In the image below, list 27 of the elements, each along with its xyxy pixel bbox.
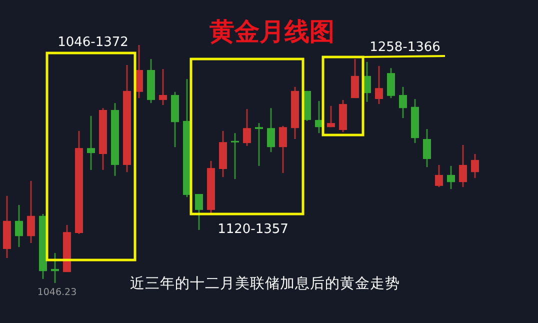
candlestick xyxy=(351,58,359,99)
candlestick xyxy=(231,132,239,180)
candlestick xyxy=(267,107,275,153)
text: 1046.23 xyxy=(37,287,77,298)
candlestick xyxy=(399,86,407,119)
candlestick xyxy=(435,164,443,188)
annotation: 1046-1372 xyxy=(58,35,128,50)
candlestick xyxy=(243,108,251,147)
candlestick xyxy=(195,193,203,231)
annotation: 1258-1366 xyxy=(370,40,440,55)
candlestick xyxy=(255,122,263,167)
candlestick xyxy=(471,153,479,179)
chart-title: 黄金月线图 xyxy=(208,17,334,46)
candlestick xyxy=(375,65,383,105)
annotation: 近三年的十二月美联储加息后的黄金走势 xyxy=(130,275,400,292)
candlestick xyxy=(15,204,23,248)
candlestick xyxy=(279,125,287,174)
candlestick xyxy=(159,68,167,106)
annotation: 1120-1357 xyxy=(218,222,288,237)
candlestick xyxy=(87,115,95,171)
candlestick xyxy=(387,67,395,99)
candlestick xyxy=(447,165,455,190)
candlestick xyxy=(459,144,467,188)
candlestick xyxy=(423,128,431,168)
candlestick xyxy=(27,180,35,244)
candlestick xyxy=(327,105,335,128)
candlestick xyxy=(51,252,59,284)
